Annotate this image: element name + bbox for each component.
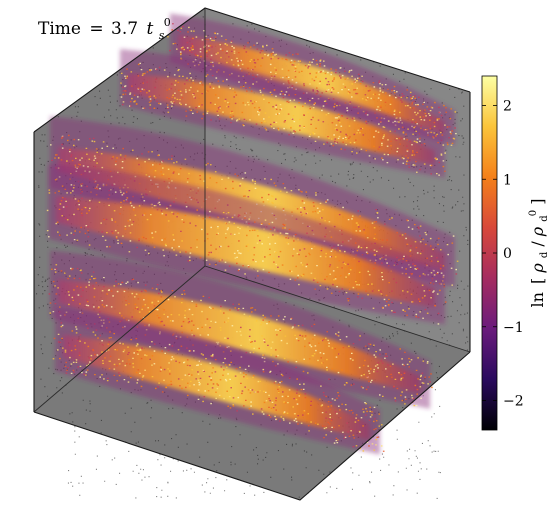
colorbar-label-denominator-sup: 0 bbox=[528, 210, 539, 216]
colorbar-tick-label: 2 bbox=[503, 99, 512, 115]
colorbar-label-denominator-sub: d bbox=[539, 215, 550, 222]
density-layer bbox=[46, 164, 447, 325]
density-layer bbox=[167, 13, 457, 146]
colorbar-label-slash: / bbox=[528, 241, 547, 247]
colorbar-ticks: 2 1 0 −1 −2 bbox=[482, 99, 524, 410]
colorbar-label-numerator: ρ bbox=[528, 263, 547, 274]
cube-front-edges bbox=[33, 7, 471, 501]
time-label-prefix: Time bbox=[38, 19, 81, 39]
colorbar-label: ln [ ρ d / ρ d 0 ] bbox=[521, 198, 550, 307]
density-layer bbox=[52, 307, 385, 455]
colorbar-label-numerator-sub: d bbox=[539, 251, 550, 258]
colorbar-tick-label: 1 bbox=[503, 172, 512, 188]
time-label-equals: = bbox=[89, 19, 103, 39]
colorbar-tick-label: −1 bbox=[503, 320, 524, 336]
colorbar-label-denominator: ρ bbox=[528, 226, 547, 237]
colorbar: 2 1 0 −1 −2 ln [ ρ d / ρ d 0 ] bbox=[481, 75, 550, 431]
time-label-value: 3.7 bbox=[111, 19, 138, 39]
colorbar-tick-label: 0 bbox=[503, 246, 512, 262]
colorbar-label-prefix: ln bbox=[528, 292, 547, 307]
time-label: Time = 3.7 t s 0 bbox=[38, 16, 171, 44]
density-layers bbox=[46, 13, 459, 455]
density-layer bbox=[48, 250, 433, 409]
time-label-subscript: s bbox=[159, 29, 165, 42]
cube bbox=[33, 7, 471, 501]
time-label-symbol: t bbox=[146, 19, 153, 39]
colorbar-tick-label: −2 bbox=[503, 394, 524, 410]
time-label-superscript: 0 bbox=[164, 16, 171, 29]
cube-back-edges bbox=[33, 8, 471, 413]
